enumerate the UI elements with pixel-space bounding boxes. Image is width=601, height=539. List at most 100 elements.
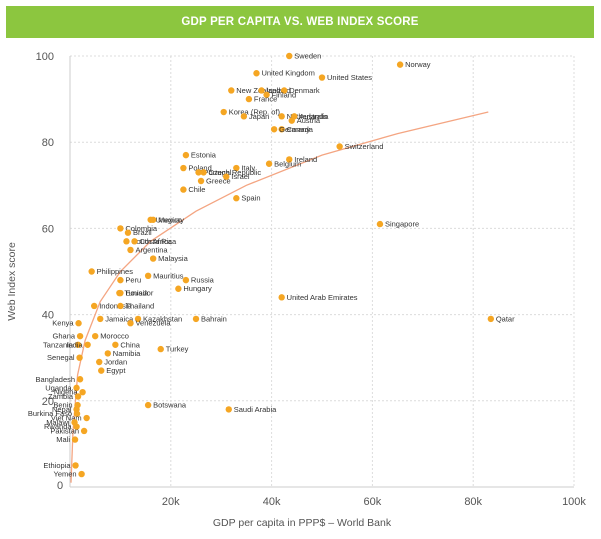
point-label: Rwanda: [44, 422, 72, 431]
data-point: [74, 393, 82, 400]
data-point: [175, 285, 182, 292]
point-label: Argentina: [135, 245, 168, 254]
point-label: Botswana: [153, 401, 187, 410]
x-tick-label: 40k: [263, 496, 281, 508]
point-label: Kazakhstan: [143, 314, 182, 323]
point-label: Mexico: [158, 215, 182, 224]
data-point: [270, 126, 278, 133]
point-label: Tanzania: [43, 340, 74, 349]
y-tick-label: 20: [42, 396, 54, 408]
data-point: [396, 61, 404, 68]
point-label: Zambia: [48, 392, 74, 401]
point-label: Estonia: [191, 151, 217, 160]
data-point: [144, 401, 152, 409]
data-point: [74, 341, 82, 348]
y-tick-label: 40: [42, 310, 54, 322]
point-label: Finland: [272, 90, 297, 99]
point-label: Ecuador: [125, 289, 153, 298]
point-label: Philippines: [97, 267, 134, 276]
data-point: [144, 272, 152, 280]
point-label: Ghana: [53, 332, 76, 341]
data-point: [83, 414, 90, 422]
grid-lines: [69, 55, 575, 487]
data-point: [288, 117, 295, 124]
point-label: Venezuela: [135, 319, 171, 328]
data-point: [258, 87, 265, 94]
point-label: Viet Nam: [51, 414, 82, 423]
point-label: Jamaica: [105, 314, 134, 323]
data-point: [117, 276, 124, 284]
data-point: [76, 376, 84, 383]
y-tick-label: 80: [42, 137, 54, 149]
data-point: [79, 388, 86, 396]
data-point: [117, 225, 124, 232]
point-label: Germany: [279, 125, 310, 134]
data-point: [223, 173, 230, 180]
data-point: [80, 427, 88, 435]
data-point: [73, 410, 81, 417]
point-label: Costa Rica: [140, 237, 178, 246]
data-point: [149, 216, 157, 223]
data-point: [180, 186, 187, 193]
x-tick-label: 60k: [364, 496, 382, 508]
point-label: Belgium: [274, 159, 301, 168]
point-label: Thailand: [125, 301, 154, 310]
point-label: Nigeria: [54, 388, 79, 397]
data-point: [104, 350, 112, 357]
data-point: [149, 255, 157, 262]
chart-title: GDP PER CAPITA VS. WEB INDEX SCORE: [181, 16, 419, 28]
data-point: [220, 108, 227, 116]
point-label: India: [66, 340, 83, 349]
point-label: South Africa: [131, 237, 172, 246]
data-point: [117, 302, 124, 310]
point-label: Hungary: [183, 284, 212, 293]
data-point: [286, 156, 293, 163]
data-point: [180, 164, 187, 172]
point-label: Namibia: [113, 349, 141, 358]
data-point: [157, 345, 164, 353]
x-axis-title: GDP per capita in PPP$ – World Bank: [213, 517, 392, 529]
data-point: [76, 354, 83, 361]
point-label: Ethiopia: [43, 461, 71, 470]
point-label: Senegal: [47, 353, 75, 362]
data-point: [123, 238, 130, 245]
data-point: [90, 302, 98, 310]
data-point: [98, 367, 105, 374]
x-tick-label: 20k: [162, 496, 180, 508]
data-point: [73, 384, 80, 392]
data-point: [131, 238, 138, 245]
point-label: Israel: [231, 172, 250, 181]
data-point: [88, 268, 95, 275]
point-label: Peru: [125, 276, 141, 285]
data-point: [265, 160, 273, 167]
data-point: [182, 276, 190, 284]
point-label: Japan: [249, 112, 269, 121]
data-point: [73, 423, 80, 430]
point-label: Russia: [191, 276, 215, 285]
point-label: Egypt: [106, 366, 126, 375]
point-label: Mali: [56, 435, 70, 444]
point-label: Mauritius: [153, 271, 184, 280]
point-label: Pakistan: [50, 426, 79, 435]
data-point: [127, 246, 134, 254]
point-label: France: [254, 95, 277, 104]
point-label: Norway: [405, 60, 431, 69]
point-label: Bangladesh: [35, 375, 75, 384]
data-point: [112, 341, 119, 348]
point-label: Uruguay: [156, 215, 185, 224]
point-label: Tunisia: [124, 289, 149, 298]
data-point: [127, 320, 134, 327]
point-label: Italy: [241, 164, 255, 173]
point-label: Qatar: [496, 314, 515, 323]
data-point: [197, 177, 205, 185]
axes: 20 40 60 80 100 0 20k 40k 60k 80k 100k: [36, 51, 587, 508]
point-label: Ireland: [294, 155, 317, 164]
data-point: [278, 113, 285, 120]
chart-title-banner: GDP PER CAPITA VS. WEB INDEX SCORE: [6, 6, 594, 38]
data-point: [75, 320, 82, 327]
point-label: Singapore: [385, 220, 419, 229]
point-label: Indonesia: [99, 301, 132, 310]
point-label: Malaysia: [158, 254, 188, 263]
point-label: Benin: [53, 401, 72, 410]
y-axis-title: Web Index score: [6, 242, 18, 321]
